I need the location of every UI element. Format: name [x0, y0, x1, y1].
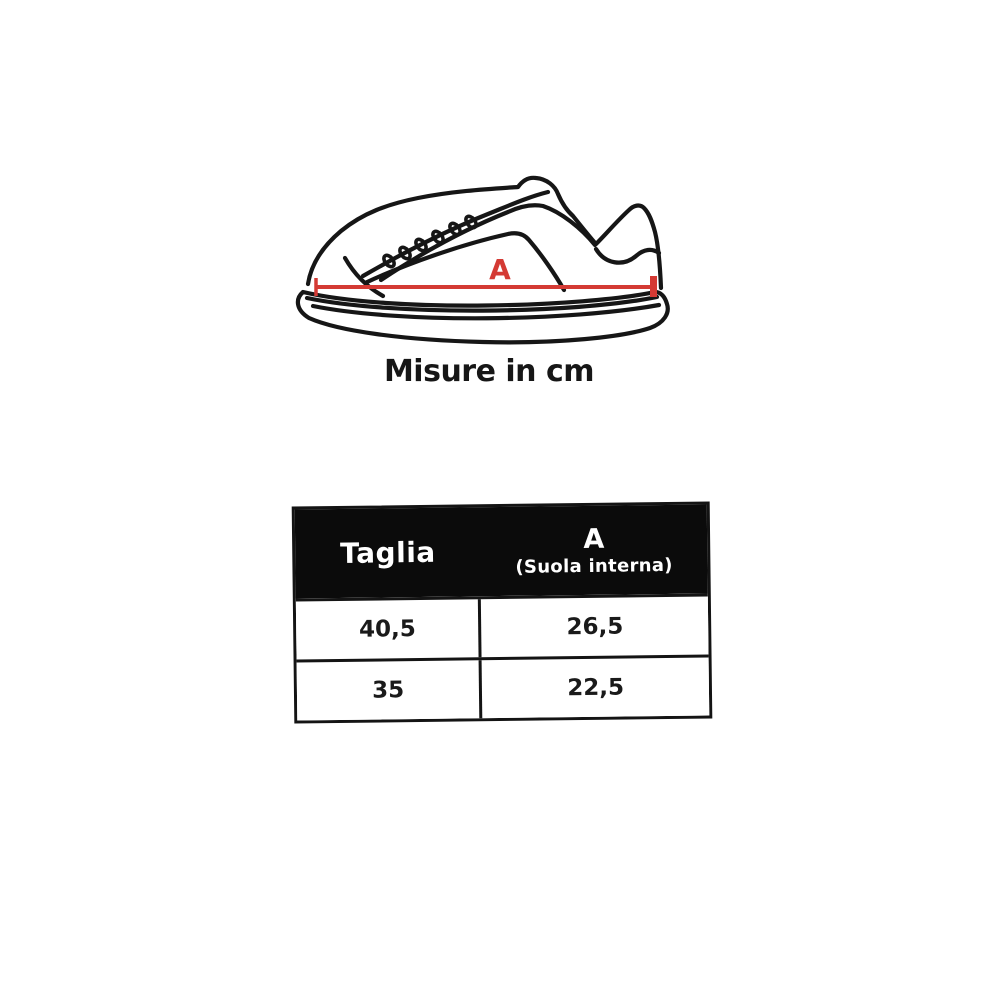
header-a: A (Suola interna) — [480, 504, 708, 596]
cell-taglia: 35 — [296, 660, 483, 721]
table-row: 40,5 26,5 — [295, 593, 709, 660]
size-table-header: Taglia A (Suola interna) — [294, 504, 708, 599]
upper-outline — [305, 175, 664, 291]
sole-midsole-line-1 — [304, 294, 660, 313]
collar-line — [378, 203, 598, 283]
measure-right-cap — [650, 276, 657, 297]
eyestay-line — [360, 189, 551, 279]
header-a-sublabel: (Suola interna) — [515, 554, 673, 578]
lace-loop — [382, 253, 396, 269]
toe-cap-seam — [342, 255, 386, 299]
lace-loops — [382, 214, 478, 269]
shoe-diagram: A — [295, 175, 670, 345]
cell-taglia: 40,5 — [295, 599, 482, 660]
lace-loop — [414, 237, 428, 253]
shoe-outline — [295, 175, 670, 345]
lace-loop — [464, 214, 478, 230]
lace-loop — [431, 229, 445, 245]
caption-misure-in-cm: Misure in cm — [383, 354, 595, 389]
quarter-seam — [362, 231, 567, 293]
heel-overlay-line — [593, 246, 662, 265]
header-taglia: Taglia — [339, 535, 436, 570]
size-table: Taglia A (Suola interna) 40,5 26,5 35 22… — [291, 501, 713, 724]
lace-loop — [398, 245, 412, 261]
sole-midsole-line-2 — [310, 302, 662, 321]
cell-a: 26,5 — [566, 613, 624, 641]
cell-a: 22,5 — [567, 674, 625, 702]
measure-label-a: A — [489, 253, 511, 286]
measurement-line-a: A — [314, 253, 657, 297]
header-a-label: A — [583, 523, 605, 555]
lace-loop — [448, 221, 462, 237]
table-row: 35 22,5 — [296, 654, 710, 721]
